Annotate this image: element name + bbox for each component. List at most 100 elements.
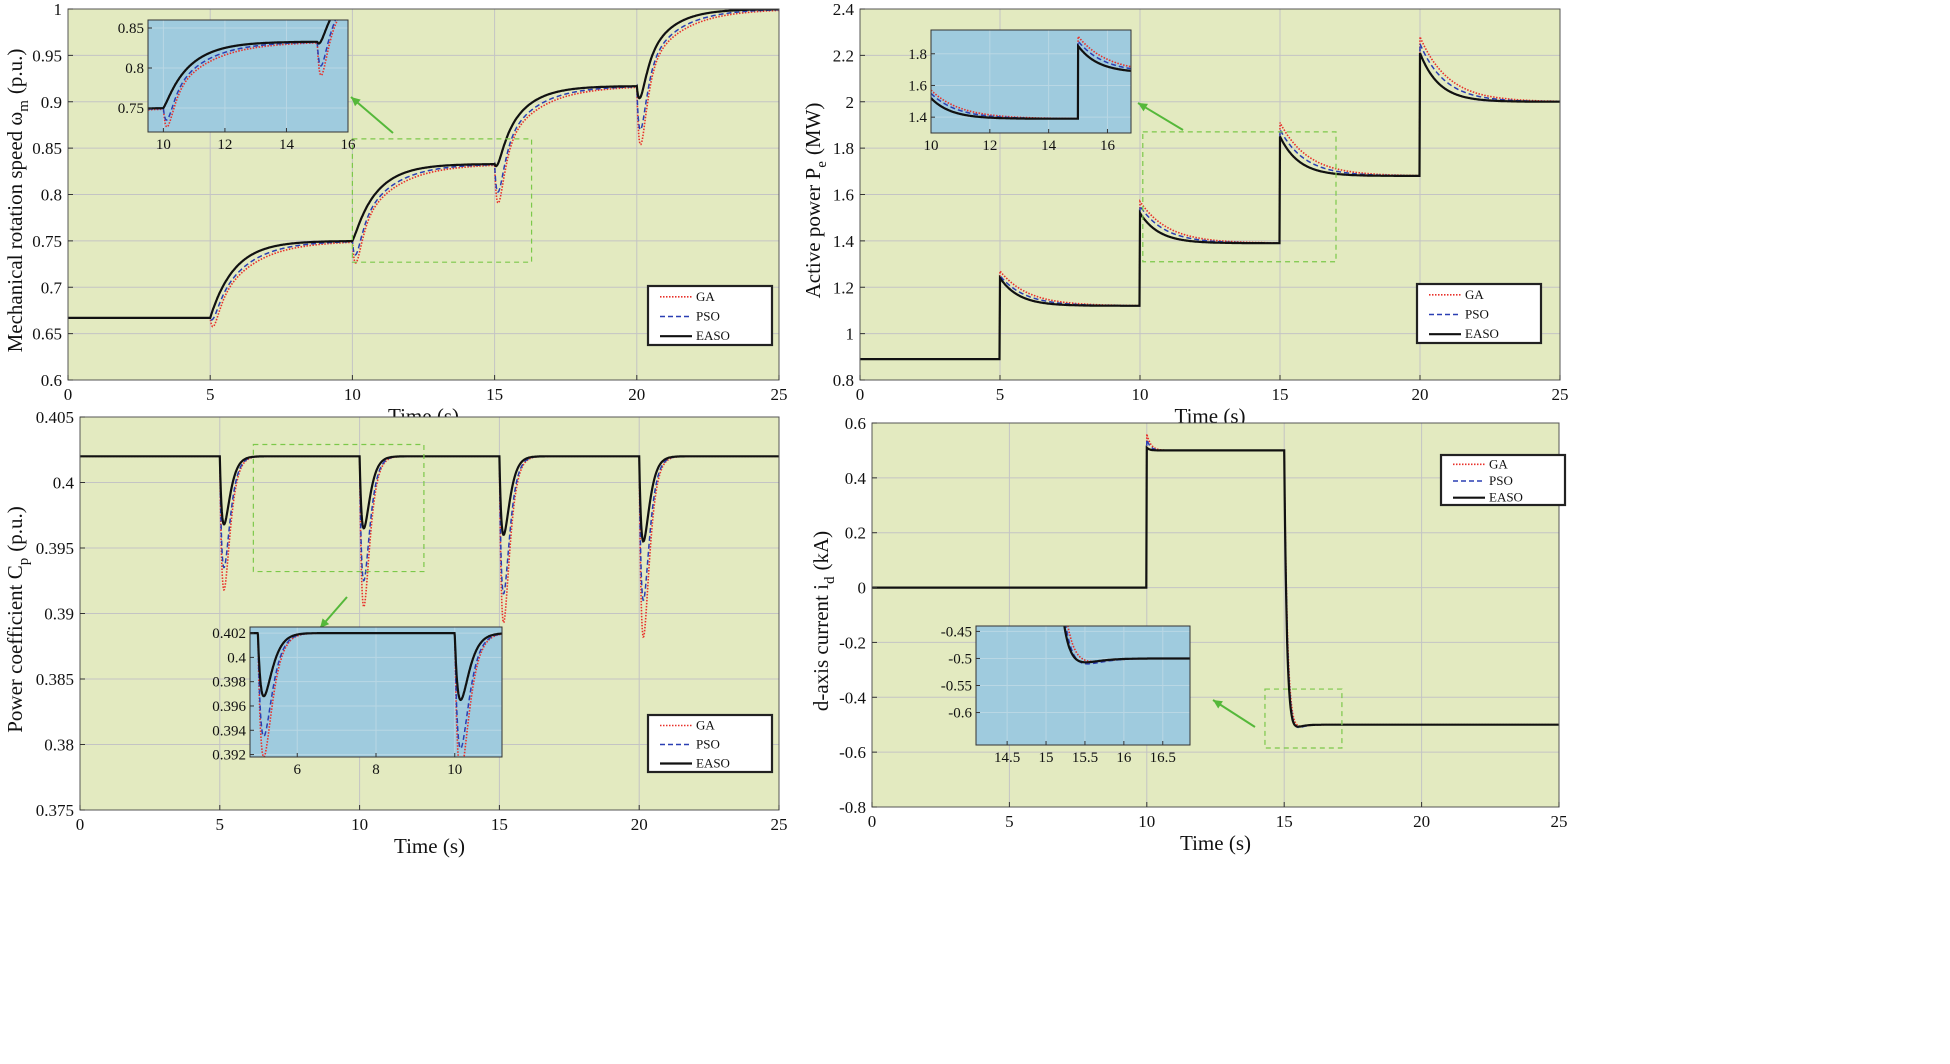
y-tick-label: 2.2 — [833, 46, 854, 65]
y-tick-label: 1.6 — [833, 186, 854, 205]
zoom-region-box — [351, 138, 533, 263]
y-tick-label: 1 — [846, 325, 855, 344]
main-series-easo — [68, 9, 779, 319]
y-axis-label: Active power Pe (MW) — [801, 103, 830, 299]
inset-series-easo — [931, 43, 1131, 120]
inset-y-tick-label: 0.8 — [125, 61, 144, 77]
y-tick-label: 2 — [846, 93, 855, 112]
inset-x-tick-label: 16.5 — [1150, 750, 1176, 766]
y-tick-label: 1.2 — [833, 278, 854, 297]
y-tick-label: 0 — [858, 579, 867, 598]
legend-label-ga: GA — [696, 289, 715, 304]
inset-x-tick-label: 10 — [924, 138, 939, 154]
x-tick-label: 25 — [1552, 385, 1569, 404]
y-tick-label: 0.7 — [41, 278, 63, 297]
legend: GA PSO EASO — [646, 713, 774, 774]
inset-x-tick-label: 16 — [1100, 138, 1116, 154]
y-axis-label-sub: e — [814, 161, 830, 168]
y-axis-label-unit: (kA) — [809, 531, 833, 571]
x-tick-label: 10 — [1132, 385, 1149, 404]
x-tick-label: 0 — [868, 812, 877, 831]
inset-x-tick-label: 16 — [1116, 750, 1132, 766]
inset-active-power: 10 12 14 16 1.4 1.6 1.8 — [908, 29, 1132, 154]
legend-label-ga: GA — [1465, 287, 1484, 302]
inset-x-tick-label: 10 — [156, 137, 171, 153]
inset-y-tick-label: 0.75 — [118, 101, 144, 117]
inset-series-ga — [931, 34, 1131, 120]
inset-x-tick-label: 10 — [447, 762, 462, 778]
inset-x-tick-label: 8 — [372, 762, 380, 778]
legend-label-easo: EASO — [696, 328, 730, 343]
y-axis-label-unit: (MW) — [801, 103, 825, 155]
y-axis-label: d-axis current id (kA) — [809, 531, 838, 711]
inset-series-pso — [148, 20, 337, 121]
y-tick-label: 0.39 — [44, 605, 74, 624]
x-axis-label: Time (s) — [1180, 831, 1251, 855]
inset-plot-area — [148, 20, 348, 132]
inset-series-easo — [1063, 626, 1190, 664]
legend-label-easo: EASO — [696, 756, 730, 771]
legend-label-ga: GA — [696, 718, 715, 733]
legend: GA PSO EASO — [1439, 453, 1567, 507]
y-tick-label: 1.4 — [833, 232, 855, 251]
inset-frame — [930, 29, 1132, 134]
inset-y-tick-label: 0.398 — [212, 675, 246, 691]
y-tick-label: 0.75 — [32, 232, 62, 251]
inset-y-tick-label: -0.6 — [948, 706, 972, 722]
inset-y-tick-label: 0.4 — [227, 650, 246, 666]
y-axis-label-main: Active power P — [801, 168, 825, 299]
y-axis-label-main: d-axis current i — [809, 584, 833, 711]
y-tick-label: 0.95 — [32, 46, 62, 65]
x-tick-label: 20 — [631, 815, 648, 834]
x-tick-label: 5 — [996, 385, 1005, 404]
y-tick-label: 0.405 — [36, 408, 74, 427]
y-tick-label: 2.4 — [833, 0, 855, 19]
y-axis-label-sub: d — [822, 576, 838, 584]
x-tick-label: 25 — [1551, 812, 1568, 831]
x-tick-label: 10 — [344, 385, 361, 404]
inset-y-tick-label: -0.5 — [948, 651, 972, 667]
inset-series-ga — [148, 20, 339, 128]
y-tick-label: 0.85 — [32, 139, 62, 158]
inset-y-tick-label: 0.396 — [212, 699, 246, 715]
y-tick-label: 0.65 — [32, 325, 62, 344]
inset-frame — [147, 19, 349, 133]
inset-series-easo — [250, 632, 502, 702]
legend-label-pso: PSO — [1489, 473, 1513, 488]
legend-label-easo: EASO — [1465, 326, 1499, 341]
chart-d-axis-current: 0 5 10 15 20 25 -0.8 -0.6 -0.4 -0.2 0 0.2 0.4 0.6 Time… — [809, 414, 1568, 855]
inset-x-tick-label: 15 — [1039, 750, 1054, 766]
inset-y-tick-label: 0.394 — [212, 723, 246, 739]
y-tick-label: -0.4 — [839, 688, 866, 707]
y-tick-label: 0.38 — [44, 736, 74, 755]
zoom-arrow-head — [351, 97, 361, 107]
legend: GA PSO EASO — [1415, 282, 1543, 345]
y-tick-label: 0.8 — [41, 186, 62, 205]
inset-y-tick-label: 1.4 — [908, 110, 927, 126]
y-axis-label-unit: (p.u.) — [3, 49, 27, 95]
x-tick-label: 20 — [628, 385, 645, 404]
inset-power-coefficient: 6 8 10 0.392 0.394 0.396 0.398 0.4 0.402 — [212, 626, 503, 778]
y-axis-label-sub: p — [16, 558, 32, 566]
inset-x-tick-label: 15.5 — [1072, 750, 1098, 766]
x-tick-label: 15 — [486, 385, 503, 404]
y-tick-label: 0.6 — [845, 414, 866, 433]
inset-y-tick-label: 0.402 — [212, 626, 246, 642]
y-axis-label: Power coefficient Cp (p.u.) — [3, 506, 32, 733]
x-tick-label: 10 — [1138, 812, 1155, 831]
inset-x-tick-label: 12 — [217, 137, 232, 153]
y-tick-label: 0.385 — [36, 670, 74, 689]
zoom-region-box — [252, 443, 425, 573]
inset-x-tick-label: 14.5 — [994, 750, 1020, 766]
y-tick-label: 0.9 — [41, 93, 62, 112]
y-axis-label-unit: (p.u.) — [3, 506, 27, 552]
y-axis-label-main: Mechanical rotation speed ω — [3, 112, 27, 353]
x-tick-label: 25 — [771, 815, 788, 834]
x-tick-label: 10 — [351, 815, 368, 834]
x-tick-label: 20 — [1412, 385, 1429, 404]
y-tick-label: -0.6 — [839, 743, 866, 762]
zoom-arrow — [350, 96, 394, 134]
legend-label-ga: GA — [1489, 456, 1508, 471]
